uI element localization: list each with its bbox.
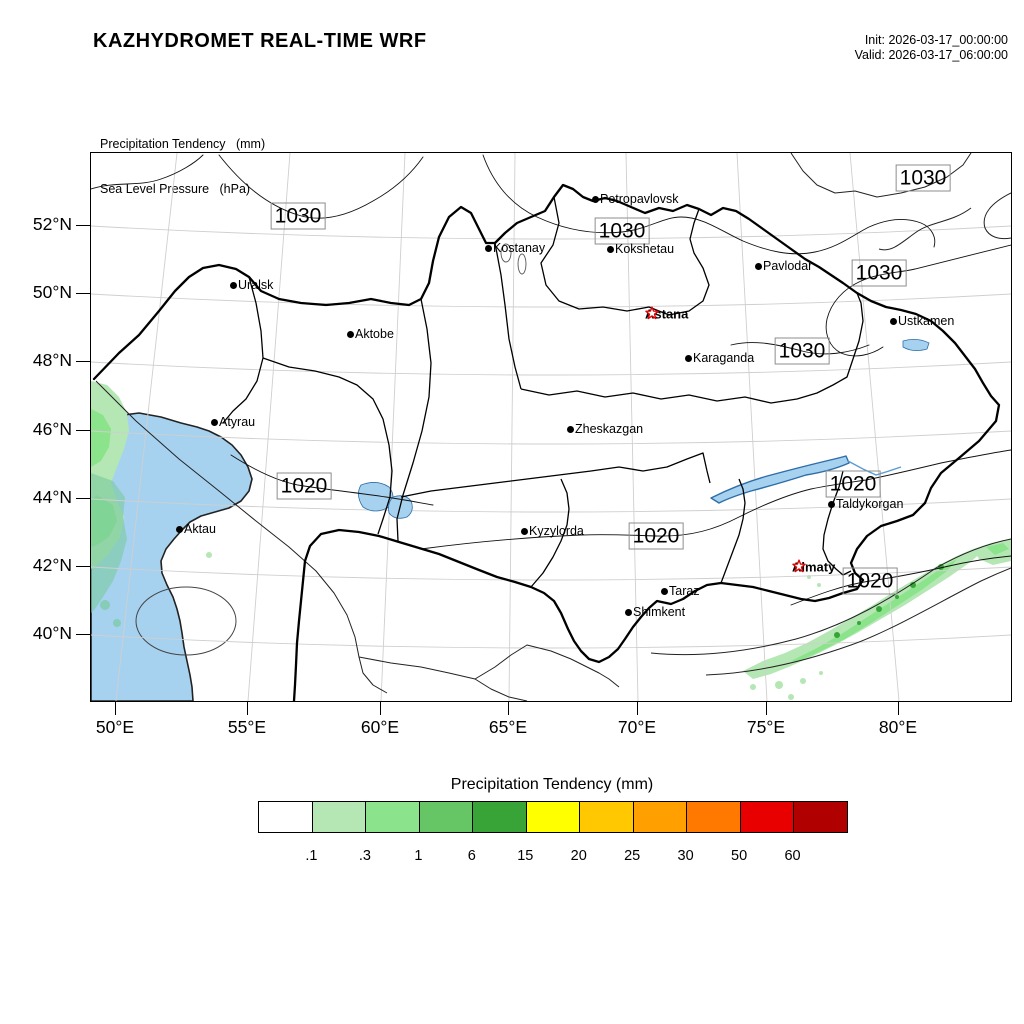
lon-tick-mark bbox=[380, 702, 382, 715]
legend-tick-label: .1 bbox=[305, 848, 318, 864]
graticule bbox=[91, 153, 1011, 701]
lon-tick-label: 70°E bbox=[617, 717, 657, 737]
legend-tick-label: 25 bbox=[624, 848, 641, 864]
lat-tick-mark bbox=[76, 430, 90, 432]
legend-color-cell bbox=[686, 802, 740, 832]
legend-tick-label: 1 bbox=[414, 848, 423, 864]
legend-tick-label: .3 bbox=[358, 848, 371, 864]
lon-tick-label: 75°E bbox=[746, 717, 786, 737]
lat-tick-label: 52°N bbox=[32, 214, 72, 234]
lat-tick-label: 46°N bbox=[32, 419, 72, 439]
lon-tick-label: 50°E bbox=[95, 717, 135, 737]
lon-tick-mark bbox=[115, 702, 117, 715]
lon-tick-mark bbox=[637, 702, 639, 715]
oblast-borders bbox=[222, 196, 864, 588]
legend-tick-label: 60 bbox=[784, 848, 801, 864]
lon-tick-label: 55°E bbox=[227, 717, 267, 737]
legend-color-cell bbox=[739, 802, 794, 832]
legend-color-cell bbox=[793, 802, 848, 832]
lon-tick-mark bbox=[247, 702, 249, 715]
init-time: Init: 2026-03-17_00:00:00 bbox=[864, 33, 1008, 47]
legend-tick-label: 50 bbox=[731, 848, 748, 864]
legend-color-cell bbox=[311, 802, 366, 832]
map-svg bbox=[91, 153, 1011, 701]
legend-colorbar bbox=[258, 801, 848, 833]
map-frame: 1030 1030 1030 1030 1030 1020 1020 1020 1020 Pet… bbox=[90, 152, 1012, 702]
legend-tick-label: 15 bbox=[517, 848, 534, 864]
legend-tick-label: 20 bbox=[570, 848, 587, 864]
valid-time: Valid: 2026-03-17_06:00:00 bbox=[854, 47, 1008, 62]
legend-color-cell bbox=[579, 802, 633, 832]
lat-tick-mark bbox=[76, 566, 90, 568]
legend-color-cell bbox=[418, 802, 473, 832]
legend-color-cell bbox=[365, 802, 419, 832]
precipitation-shading bbox=[91, 381, 1011, 700]
isobar-contours bbox=[91, 154, 1011, 606]
lat-tick-mark bbox=[76, 634, 90, 636]
legend-color-cell bbox=[525, 802, 580, 832]
lat-tick-mark bbox=[76, 225, 90, 227]
lat-tick-mark bbox=[76, 498, 90, 500]
lat-tick-label: 50°N bbox=[32, 282, 72, 302]
foreign-boundaries bbox=[95, 153, 1011, 701]
lon-tick-mark bbox=[766, 702, 768, 715]
page-title: KAZHYDROMET REAL-TIME WRF bbox=[93, 30, 427, 52]
lat-tick-label: 44°N bbox=[32, 487, 72, 507]
lat-tick-mark bbox=[76, 361, 90, 363]
lon-tick-mark bbox=[508, 702, 510, 715]
legend-color-cell bbox=[259, 802, 312, 832]
legend-tick-label: 6 bbox=[467, 848, 476, 864]
lat-tick-label: 40°N bbox=[32, 623, 72, 643]
lon-tick-label: 80°E bbox=[878, 717, 918, 737]
lat-tick-label: 42°N bbox=[32, 555, 72, 575]
lon-tick-mark bbox=[898, 702, 900, 715]
lon-tick-label: 65°E bbox=[488, 717, 528, 737]
legend-color-cell bbox=[472, 802, 526, 832]
legend-tick-label: 30 bbox=[677, 848, 694, 864]
lat-tick-mark bbox=[76, 293, 90, 295]
legend-title: Precipitation Tendency (mm) bbox=[450, 776, 654, 793]
legend-color-cell bbox=[632, 802, 687, 832]
national-border bbox=[92, 183, 1001, 701]
lakes bbox=[358, 243, 930, 519]
lat-tick-label: 48°N bbox=[32, 350, 72, 370]
lon-tick-label: 60°E bbox=[360, 717, 400, 737]
run-times: Init: 2026-03-17_00:00:00 Valid: 2026-03… bbox=[855, 33, 1008, 62]
field-label-precip: Precipitation Tendency (mm) bbox=[100, 137, 266, 151]
